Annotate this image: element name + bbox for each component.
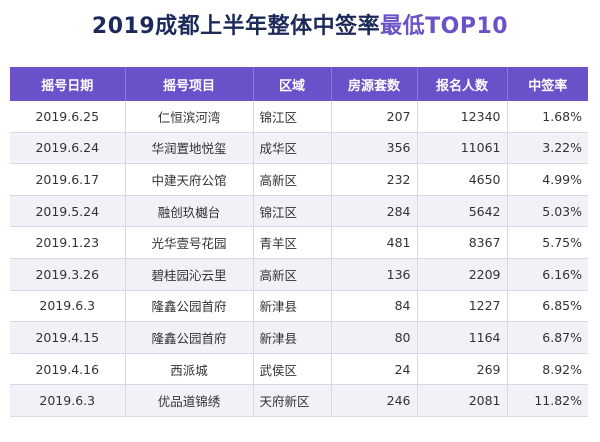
cell-applicants: 5642 (417, 195, 508, 228)
cell-applicants: 1164 (417, 321, 508, 354)
title-main: 2019成都上半年整体中签率 (91, 14, 381, 39)
title-highlight: 最低TOP10 (380, 14, 509, 39)
cell-project: 优品道锦绣 (125, 384, 254, 417)
cell-rate: 5.75% (507, 226, 588, 259)
cell-units: 84 (331, 290, 418, 323)
cell-date: 2019.3.26 (10, 258, 126, 291)
cell-rate: 1.68% (507, 101, 588, 133)
cell-rate: 6.85% (507, 290, 588, 323)
table-body: 2019.6.25 仁恒滨河湾 锦江区 207 12340 1.68% 2019.6.24 华… (10, 101, 588, 417)
cell-date: 2019.6.24 (10, 132, 126, 165)
cell-area: 天府新区 (253, 384, 332, 417)
table-row: 2019.5.24 融创玖樾台 锦江区 284 5642 5.03% (10, 195, 588, 228)
header-units: 房源套数 (331, 67, 418, 101)
cell-area: 高新区 (253, 163, 332, 196)
cell-area: 青羊区 (253, 226, 332, 259)
cell-applicants: 2081 (417, 384, 508, 417)
table-row: 2019.6.3 隆鑫公园首府 新津县 84 1227 6.85% (10, 290, 588, 323)
cell-applicants: 12340 (417, 101, 508, 133)
cell-rate: 8.92% (507, 353, 588, 386)
cell-applicants: 269 (417, 353, 508, 386)
cell-project: 碧桂园沁云里 (125, 258, 254, 291)
cell-units: 481 (331, 226, 418, 259)
header-applicants: 报名人数 (417, 67, 508, 101)
cell-project: 隆鑫公园首府 (125, 321, 254, 354)
cell-units: 284 (331, 195, 418, 228)
cell-project: 光华壹号花园 (125, 226, 254, 259)
page-title: 2019成都上半年整体中签率最低TOP10 (0, 8, 600, 40)
cell-applicants: 1227 (417, 290, 508, 323)
cell-units: 136 (331, 258, 418, 291)
table-row: 2019.6.3 优品道锦绣 天府新区 246 2081 11.82% (10, 384, 588, 417)
cell-date: 2019.6.3 (10, 384, 126, 417)
header-area: 区域 (253, 67, 332, 101)
table-row: 2019.3.26 碧桂园沁云里 高新区 136 2209 6.16% (10, 258, 588, 291)
table-row: 2019.6.17 中建天府公馆 高新区 232 4650 4.99% (10, 163, 588, 196)
cell-project: 西派城 (125, 353, 254, 386)
cell-units: 207 (331, 101, 418, 133)
header-date: 摇号日期 (10, 67, 126, 101)
cell-date: 2019.5.24 (10, 195, 126, 228)
cell-date: 2019.1.23 (10, 226, 126, 259)
table-row: 2019.6.25 仁恒滨河湾 锦江区 207 12340 1.68% (10, 101, 588, 133)
cell-rate: 3.22% (507, 132, 588, 165)
header-rate: 中签率 (507, 67, 588, 101)
cell-rate: 4.99% (507, 163, 588, 196)
cell-project: 中建天府公馆 (125, 163, 254, 196)
cell-project: 仁恒滨河湾 (125, 101, 254, 133)
lottery-rate-table: 摇号日期 摇号项目 区域 房源套数 报名人数 中签率 2019.6.25 仁恒滨河… (10, 67, 588, 417)
cell-area: 新津县 (253, 290, 332, 323)
table-header-row: 摇号日期 摇号项目 区域 房源套数 报名人数 中签率 (10, 67, 588, 101)
cell-area: 新津县 (253, 321, 332, 354)
cell-area: 武侯区 (253, 353, 332, 386)
cell-area: 锦江区 (253, 101, 332, 133)
cell-date: 2019.4.15 (10, 321, 126, 354)
cell-rate: 5.03% (507, 195, 588, 228)
cell-date: 2019.6.17 (10, 163, 126, 196)
cell-rate: 6.16% (507, 258, 588, 291)
cell-applicants: 2209 (417, 258, 508, 291)
cell-units: 356 (331, 132, 418, 165)
table-row: 2019.4.15 隆鑫公园首府 新津县 80 1164 6.87% (10, 321, 588, 354)
cell-units: 232 (331, 163, 418, 196)
cell-units: 24 (331, 353, 418, 386)
cell-applicants: 4650 (417, 163, 508, 196)
cell-area: 锦江区 (253, 195, 332, 228)
cell-project: 华润置地悦玺 (125, 132, 254, 165)
cell-units: 80 (331, 321, 418, 354)
table-row: 2019.4.16 西派城 武侯区 24 269 8.92% (10, 353, 588, 386)
cell-rate: 11.82% (507, 384, 588, 417)
cell-units: 246 (331, 384, 418, 417)
cell-area: 成华区 (253, 132, 332, 165)
cell-applicants: 8367 (417, 226, 508, 259)
cell-date: 2019.6.25 (10, 101, 126, 133)
header-project: 摇号项目 (125, 67, 254, 101)
cell-area: 高新区 (253, 258, 332, 291)
table-row: 2019.6.24 华润置地悦玺 成华区 356 11061 3.22% (10, 132, 588, 165)
cell-date: 2019.6.3 (10, 290, 126, 323)
cell-applicants: 11061 (417, 132, 508, 165)
cell-project: 融创玖樾台 (125, 195, 254, 228)
cell-rate: 6.87% (507, 321, 588, 354)
cell-project: 隆鑫公园首府 (125, 290, 254, 323)
table-row: 2019.1.23 光华壹号花园 青羊区 481 8367 5.75% (10, 226, 588, 259)
cell-date: 2019.4.16 (10, 353, 126, 386)
